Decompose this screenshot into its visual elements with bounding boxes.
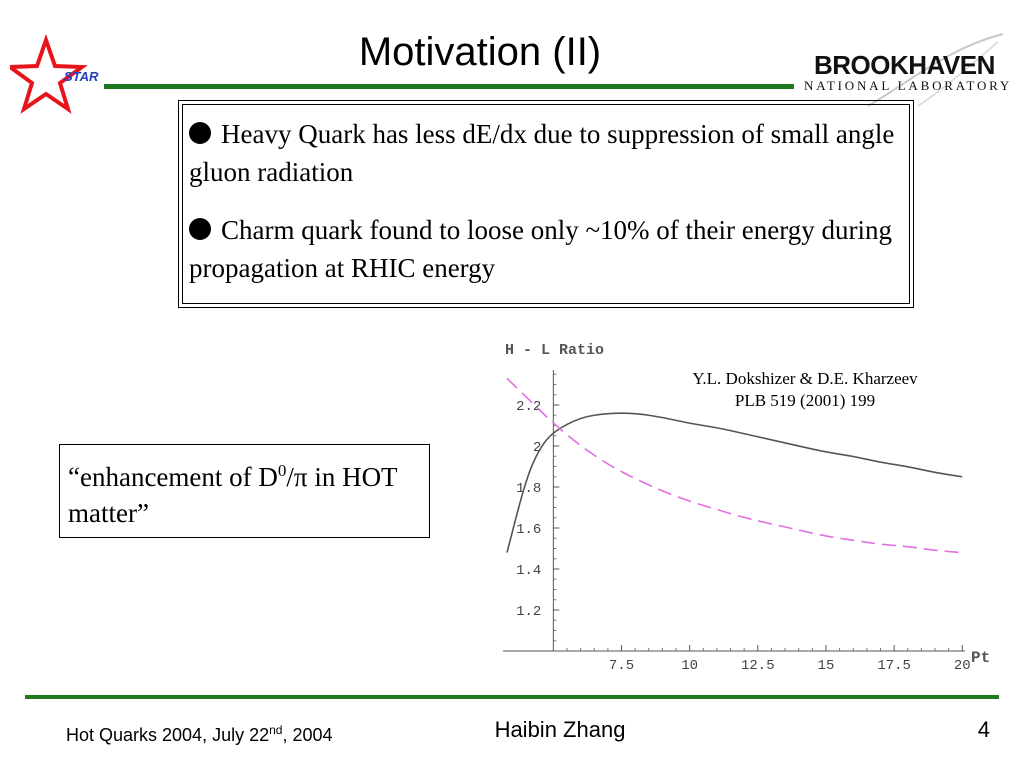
chart-y-tick-label: 1.2 [516,604,541,620]
footer-date-suffix: nd [269,723,283,737]
pi-symbol: π [293,462,308,492]
header-divider [104,84,794,89]
chart-ticks: 7.5 10 12.5 15 17.5 20 1.2 1.4 1.6 1.8 2 2.2 [516,373,971,674]
enhancement-text: “enhancement of D0/π in HOT matter” [68,453,418,531]
chart-x-tick-label: 12.5 [741,658,775,674]
enhancement-text-start: “enhancement of D [68,462,278,492]
chart-y-tick-label: 1.6 [516,522,541,538]
footer-conference-text: Hot Quarks 2004, July 22 [66,725,270,745]
chart-x-axis-label: Pt [971,649,990,667]
enhancement-box: “enhancement of D0/π in HOT matter” [59,444,430,538]
citation: Y.L. Dokshizer & D.E. Kharzeev PLB 519 (… [630,368,980,412]
star-icon [10,34,88,114]
bullet-dot-icon [189,122,211,144]
chart-x-tick-label: 7.5 [609,658,634,674]
page-number: 4 [977,717,990,742]
chart-y-tick-label: 2 [533,440,541,456]
bullet-text: Heavy Quark has less dE/dx due to suppre… [189,119,895,187]
bnl-wordmark: BROOKHAVEN [814,50,995,80]
enhancement-slash: / [286,462,294,492]
chart-x-tick-label: 17.5 [877,658,911,674]
bullet-text: Charm quark found to loose only ~10% of … [189,215,892,283]
bullet-dot-icon [189,218,211,240]
star-logo: STAR [10,34,99,114]
chart-y-tick-label: 1.4 [516,563,541,579]
enhancement-text-end: in HOT matter” [68,462,398,528]
star-label: STAR [64,69,99,84]
footer-divider [25,695,999,699]
chart-series-line-dashed [506,377,963,554]
bullet-box-inner-border: Heavy Quark has less dE/dx due to suppre… [182,104,910,304]
bullet-box: Heavy Quark has less dE/dx due to suppre… [178,100,914,308]
ratio-chart: 7.5 10 12.5 15 17.5 20 1.2 1.4 1.6 1.8 2 2.2 H - L … [503,342,990,674]
bullet-item: Heavy Quark has less dE/dx due to suppre… [189,115,899,191]
footer-year: , 2004 [282,725,333,745]
chart-series [506,377,963,554]
citation-reference: PLB 519 (2001) 199 [734,391,876,410]
chart-series-line-solid [506,412,963,553]
footer-author: Haibin Zhang [494,717,626,742]
footer-conference: Hot Quarks 2004, July 22nd, 2004 [66,718,333,747]
slide-title: Motivation (II) [358,30,602,74]
chart-x-tick-label: 10 [681,658,698,674]
bnl-logo: BROOKHAVEN NATIONAL LABORATORY [798,28,1014,108]
chart-axes [503,370,965,652]
bnl-swoosh-icon [867,33,1004,107]
chart-y-tick-label: 2.2 [516,399,541,415]
chart-y-tick-label: 1.8 [516,481,541,497]
enhancement-superscript: 0 [277,461,287,480]
bullet-item: Charm quark found to loose only ~10% of … [189,211,899,287]
chart-x-tick-label: 20 [954,658,971,674]
citation-authors: Y.L. Dokshizer & D.E. Kharzeev [692,369,918,388]
chart-x-tick-label: 15 [818,658,835,674]
bnl-subtitle: NATIONAL LABORATORY [804,78,1013,93]
chart-y-axis-label: H - L Ratio [505,342,604,359]
